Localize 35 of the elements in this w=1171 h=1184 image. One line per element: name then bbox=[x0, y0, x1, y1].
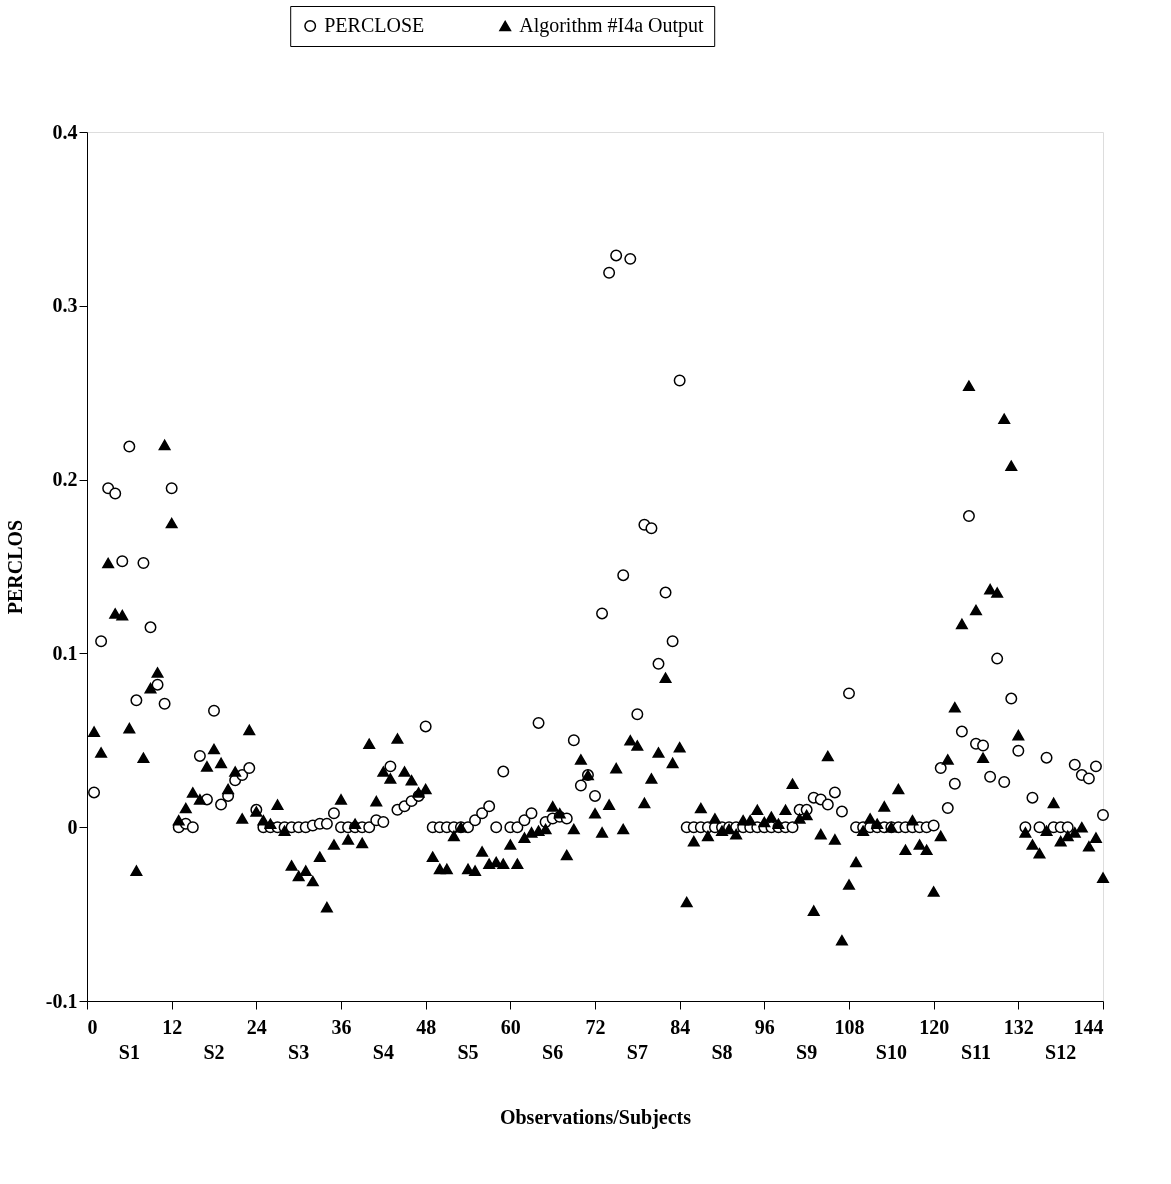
y-tick-label: -0.1 bbox=[45, 989, 78, 1012]
x-tick-label: 0 bbox=[87, 1015, 98, 1038]
legend-label: Algorithm #I4a Output bbox=[519, 14, 705, 37]
y-axis-title: PERCLOS bbox=[3, 519, 26, 615]
text: S1 bbox=[118, 1041, 140, 1063]
text: S4 bbox=[372, 1041, 394, 1063]
y-tick-label: 0.4 bbox=[52, 120, 78, 143]
text: S6 bbox=[542, 1041, 564, 1063]
text: S3 bbox=[288, 1041, 310, 1063]
text: S9 bbox=[796, 1041, 818, 1063]
x-tick-label: 144 bbox=[1073, 1015, 1104, 1038]
x-tick-label: 132 bbox=[1003, 1015, 1034, 1038]
y-tick-label: 0.1 bbox=[52, 641, 78, 664]
text: S10 bbox=[875, 1041, 907, 1063]
text: S12 bbox=[1045, 1041, 1077, 1063]
x-tick-label: 108 bbox=[834, 1015, 865, 1038]
x-tick-label: 60 bbox=[500, 1015, 521, 1038]
y-tick-label: 0.2 bbox=[52, 468, 78, 491]
legend-label: PERCLOSE bbox=[324, 14, 425, 36]
y-tick-label: 0 bbox=[67, 815, 78, 838]
x-tick-label: 120 bbox=[919, 1015, 950, 1038]
text: S5 bbox=[457, 1041, 479, 1063]
y-tick-label: 0.3 bbox=[52, 294, 78, 317]
x-tick-label: 36 bbox=[331, 1015, 352, 1038]
x-axis-title: Observations/Subjects bbox=[499, 1105, 692, 1129]
text: S2 bbox=[203, 1041, 225, 1063]
x-tick-label: 48 bbox=[416, 1015, 437, 1038]
x-tick-label: 84 bbox=[670, 1015, 691, 1038]
x-tick-label: 12 bbox=[162, 1015, 183, 1038]
x-tick-label: 72 bbox=[585, 1015, 606, 1038]
text: S8 bbox=[711, 1041, 733, 1063]
x-tick-label: 96 bbox=[754, 1015, 775, 1038]
x-tick-label: 24 bbox=[246, 1015, 267, 1038]
text: S11 bbox=[960, 1041, 992, 1063]
text: S7 bbox=[626, 1041, 648, 1063]
